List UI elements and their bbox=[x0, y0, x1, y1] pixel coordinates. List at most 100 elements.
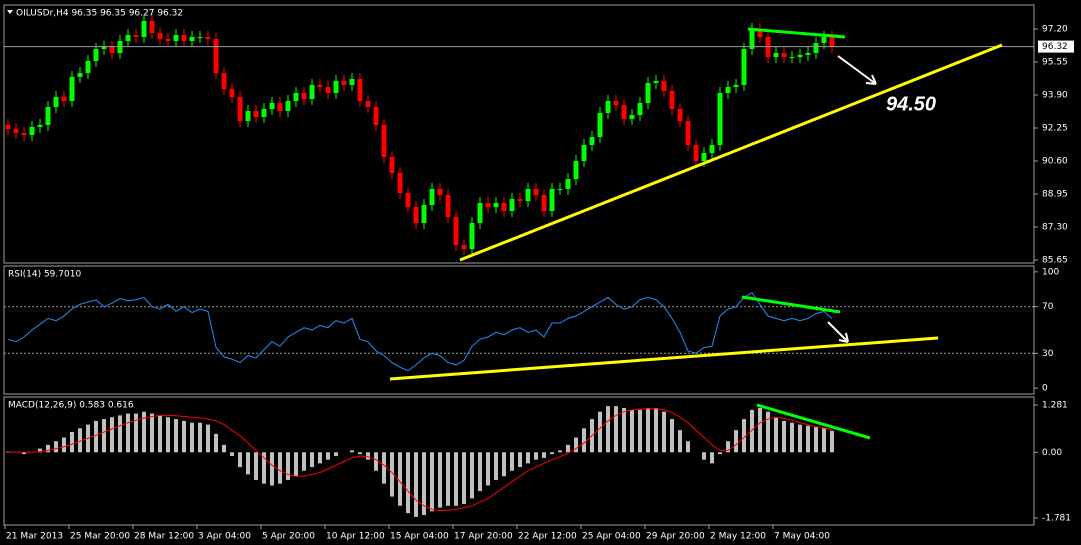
candle-body bbox=[349, 79, 355, 85]
histogram-bar bbox=[798, 424, 802, 453]
x-tick-label: 7 May 04:00 bbox=[774, 532, 830, 542]
histogram-bar bbox=[670, 419, 674, 453]
candle-body bbox=[677, 109, 683, 121]
histogram-bar bbox=[470, 452, 474, 499]
y-tick-label: -1.781 bbox=[1042, 513, 1071, 523]
candle-body bbox=[693, 145, 699, 161]
histogram-bar bbox=[382, 452, 386, 484]
histogram-bar bbox=[638, 409, 642, 453]
candle-body bbox=[821, 37, 827, 43]
histogram-bar bbox=[526, 452, 530, 464]
histogram-bar bbox=[630, 409, 634, 453]
histogram-bar bbox=[502, 452, 506, 477]
x-tick-label: 15 Apr 04:00 bbox=[390, 532, 449, 542]
histogram-bar bbox=[422, 452, 426, 516]
histogram-bar bbox=[118, 415, 122, 453]
candle-body bbox=[573, 161, 579, 179]
histogram-bar bbox=[478, 452, 482, 492]
x-tick-label: 3 Apr 04:00 bbox=[198, 532, 251, 542]
candle-body bbox=[797, 55, 803, 57]
candle-body bbox=[645, 83, 651, 103]
candle-body bbox=[517, 199, 523, 201]
histogram-bar bbox=[782, 420, 786, 453]
candle-body bbox=[229, 89, 235, 97]
candle-body bbox=[165, 39, 171, 41]
candle-body bbox=[29, 127, 35, 135]
histogram-bar bbox=[614, 406, 618, 453]
histogram-bar bbox=[734, 430, 738, 453]
y-tick-label: 0 bbox=[1042, 384, 1048, 394]
histogram-bar bbox=[78, 428, 82, 453]
histogram-bar bbox=[350, 450, 354, 453]
candle-body bbox=[109, 47, 115, 53]
trend-line[interactable] bbox=[747, 27, 846, 39]
candle-body bbox=[445, 195, 451, 217]
histogram-bar bbox=[134, 413, 138, 453]
histogram-bar bbox=[358, 452, 362, 455]
candle-body bbox=[309, 85, 315, 99]
histogram-bar bbox=[566, 444, 570, 453]
x-tick-label: 28 Mar 12:00 bbox=[134, 532, 194, 542]
candle-body bbox=[189, 37, 195, 41]
drawings bbox=[389, 27, 1003, 440]
histogram-bar bbox=[310, 452, 314, 468]
histogram-bar bbox=[542, 452, 546, 458]
x-tick-label: 17 Apr 20:00 bbox=[454, 532, 513, 542]
histogram-bar bbox=[806, 425, 810, 453]
trend-line[interactable] bbox=[389, 336, 939, 381]
histogram-bar bbox=[102, 419, 106, 453]
histogram-bar bbox=[166, 417, 170, 453]
histogram-bar bbox=[742, 419, 746, 453]
plot-layer: OILUSDr,H4 96.35 96.35 96.27 96.32 97.20 9… bbox=[4, 9, 1074, 542]
trend-line[interactable] bbox=[741, 295, 841, 314]
candle-body bbox=[829, 37, 835, 47]
trend-line[interactable] bbox=[756, 403, 871, 440]
histogram-bar bbox=[158, 415, 162, 453]
trend-line[interactable] bbox=[459, 43, 1003, 262]
histogram-bar bbox=[814, 427, 818, 453]
candle-body bbox=[285, 101, 291, 111]
histogram-bar bbox=[390, 452, 394, 497]
candle-body bbox=[21, 133, 27, 135]
histogram-bar bbox=[622, 407, 626, 453]
candle-body bbox=[701, 153, 707, 161]
candle-body bbox=[813, 43, 819, 53]
candle-body bbox=[53, 97, 59, 107]
candle-body bbox=[325, 87, 331, 93]
candle-body bbox=[157, 33, 163, 39]
candle-body bbox=[757, 29, 763, 37]
histogram-bar bbox=[182, 420, 186, 453]
histogram-bar bbox=[414, 452, 418, 517]
histogram-bar bbox=[22, 452, 26, 455]
candle-body bbox=[13, 129, 19, 133]
candle-body bbox=[269, 103, 275, 109]
candle-body bbox=[557, 189, 563, 190]
y-tick-label: 85.65 bbox=[1042, 256, 1068, 266]
histogram-bar bbox=[774, 417, 778, 453]
candle-body bbox=[149, 21, 155, 33]
x-tick-label: 22 Apr 12:00 bbox=[518, 532, 577, 542]
histogram-bar bbox=[70, 431, 74, 453]
histogram-bar bbox=[574, 437, 578, 453]
candle-body bbox=[85, 61, 91, 73]
histogram-bar bbox=[62, 437, 66, 453]
histogram-bar bbox=[326, 452, 330, 460]
candle-body bbox=[653, 81, 659, 83]
menu-triangle[interactable] bbox=[7, 10, 13, 14]
candle-body bbox=[365, 101, 371, 107]
histogram-bar bbox=[406, 452, 410, 514]
histogram-bar bbox=[206, 424, 210, 453]
histogram-bar bbox=[334, 452, 338, 456]
x-tick-label: 10 Apr 12:00 bbox=[326, 532, 385, 542]
candle-body bbox=[245, 111, 251, 121]
candle-body bbox=[661, 81, 667, 91]
x-tick-label: 21 Mar 2013 bbox=[6, 532, 63, 542]
candle-body bbox=[173, 35, 179, 41]
histogram-bar bbox=[518, 452, 522, 468]
candle-body bbox=[501, 203, 507, 211]
x-tick-label: 29 Apr 20:00 bbox=[646, 532, 705, 542]
histogram-bar bbox=[494, 452, 498, 480]
histogram-bar bbox=[222, 444, 226, 453]
